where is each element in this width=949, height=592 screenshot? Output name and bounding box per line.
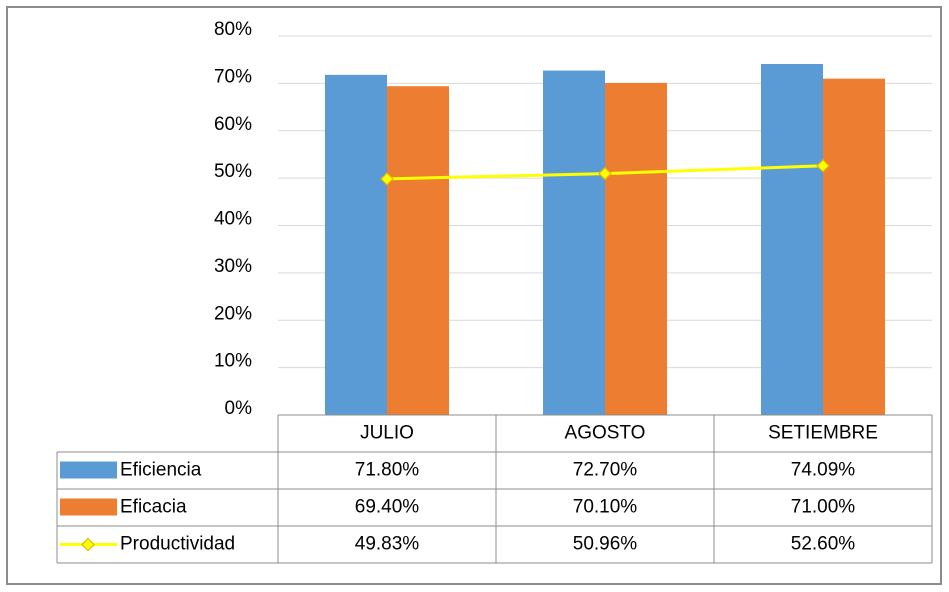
x-tick-label: AGOSTO: [565, 423, 646, 444]
bar: [543, 70, 605, 416]
y-tick-label: 70%: [214, 66, 252, 87]
bar: [387, 86, 449, 415]
legend-label: Eficiencia: [120, 460, 202, 481]
data-label: 52.60%: [791, 534, 856, 555]
y-tick-label: 40%: [214, 209, 252, 230]
data-label: 49.83%: [355, 534, 420, 555]
legend-label: Productividad: [120, 534, 235, 555]
data-label: 70.10%: [573, 497, 638, 518]
bar: [823, 78, 885, 415]
marker: [598, 166, 612, 181]
y-tick-label: 20%: [214, 303, 252, 324]
data-label: 71.80%: [355, 460, 420, 481]
y-tick-label: 0%: [225, 398, 253, 419]
data-label: 72.70%: [573, 460, 638, 481]
bar: [761, 63, 823, 415]
data-label: 71.00%: [791, 497, 856, 518]
legend-key: [60, 461, 117, 479]
legend-label: Eficacia: [120, 497, 187, 518]
y-tick-label: 60%: [214, 114, 252, 135]
y-tick-label: 10%: [214, 351, 252, 372]
y-tick-label: 30%: [214, 256, 252, 277]
bar: [605, 82, 667, 416]
x-tick-label: JULIO: [360, 423, 414, 444]
x-tick-label: SETIEMBRE: [768, 423, 878, 444]
marker: [380, 172, 394, 186]
bar: [325, 74, 387, 415]
data-label: 50.96%: [573, 534, 638, 555]
legend-key: [60, 498, 117, 516]
y-tick-label: 80%: [214, 19, 252, 40]
y-tick-label: 50%: [214, 161, 252, 182]
legend-key: [81, 537, 95, 552]
data-label: 69.40%: [355, 497, 420, 518]
marker: [816, 158, 830, 173]
data-label: 74.09%: [791, 460, 856, 481]
